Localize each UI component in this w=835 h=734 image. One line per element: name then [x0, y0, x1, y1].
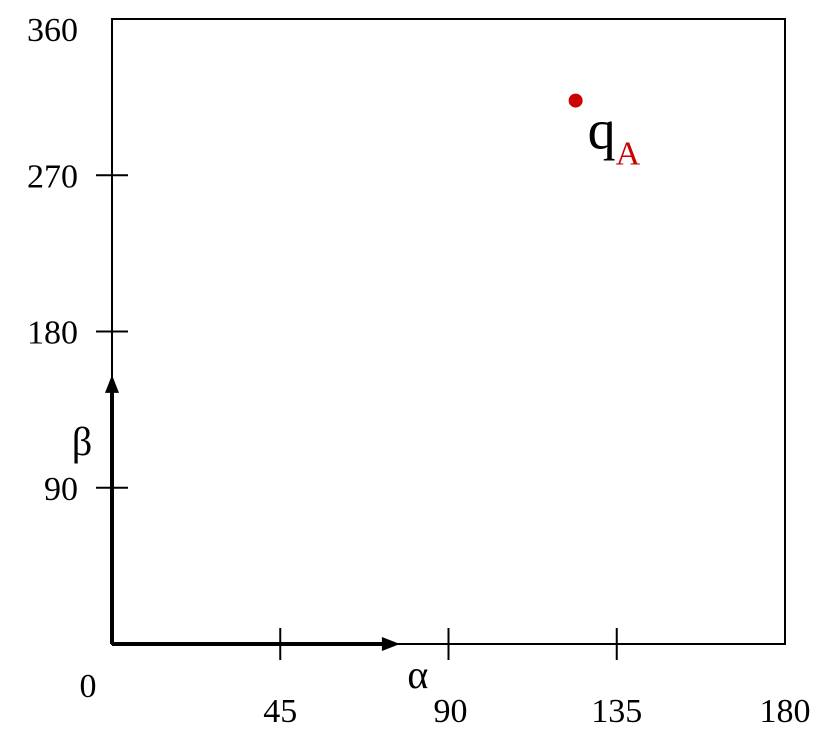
axis-arrows: [105, 374, 400, 651]
plot-frame: [111, 18, 786, 645]
point-label-sub: A: [616, 136, 641, 173]
tick-labels: 0 45 90 135 180 90 180 270 360: [27, 12, 811, 730]
x-axis-symbol: α: [407, 652, 428, 697]
point-label-q-a: qA: [588, 100, 641, 173]
y-axis-symbol: β: [72, 419, 92, 464]
alpha-arrow-head: [381, 637, 400, 651]
point-q-a: [568, 93, 583, 108]
y-tick-label-360: 360: [27, 12, 78, 49]
beta-arrow-head: [105, 374, 119, 393]
point-label-main: q: [588, 100, 616, 162]
axis-ticks: [96, 174, 618, 660]
x-tick-label-45: 45: [263, 693, 297, 730]
x-tick-label-0: 0: [80, 668, 97, 705]
data-points: qA: [568, 93, 641, 173]
x-tick-label-180: 180: [760, 693, 811, 730]
y-tick-label-180: 180: [27, 315, 78, 352]
y-tick-label-90: 90: [44, 471, 78, 508]
x-tick-label-90: 90: [434, 693, 468, 730]
x-tick-label-135: 135: [591, 693, 642, 730]
y-tick-label-270: 270: [27, 158, 78, 195]
